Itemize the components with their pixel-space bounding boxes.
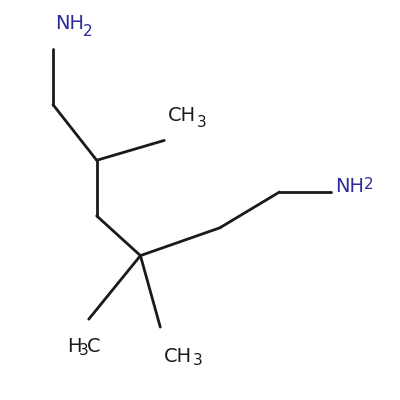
Text: 2: 2 (83, 24, 92, 39)
Text: 3: 3 (193, 353, 203, 368)
Text: H: H (67, 337, 82, 356)
Text: 3: 3 (197, 116, 206, 130)
Text: CH: CH (168, 106, 196, 124)
Text: 2: 2 (364, 177, 373, 192)
Text: 3: 3 (79, 343, 88, 358)
Text: NH: NH (55, 14, 84, 33)
Text: C: C (87, 337, 100, 356)
Text: CH: CH (164, 347, 192, 366)
Text: NH: NH (335, 176, 364, 196)
